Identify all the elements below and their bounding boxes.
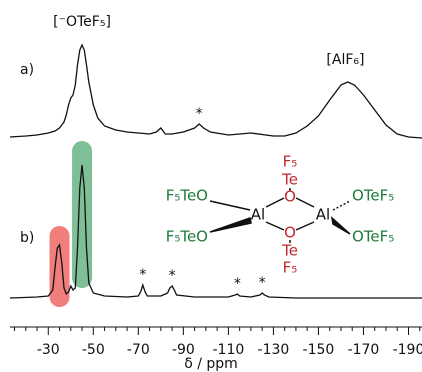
bond [209,217,252,233]
x-tick-label: -30 [37,342,60,358]
atom: Al [251,206,265,224]
peak-label: [AlF₆] [326,52,364,68]
structure [209,188,351,243]
spectrum [9,43,422,139]
asterisk: * [234,276,241,292]
bond [332,200,351,211]
atom: Te [281,242,298,260]
x-tick-label: -190 [393,342,422,358]
ligand: OTeF₅ [352,187,394,205]
asterisk: * [259,275,266,291]
ligand: F₅TeO [166,187,208,205]
panel-label: a) [20,62,34,78]
bond [295,197,315,208]
peak-label: [⁻OTeF₅] [53,14,111,30]
x-tick-label: -130 [258,342,290,358]
x-tick-label: -70 [127,342,150,358]
bond [295,221,315,231]
spectrum [9,164,422,299]
highlight [49,226,70,307]
highlight [72,141,93,288]
x-tick-label: -90 [172,342,195,358]
ligand: OTeF₅ [352,228,394,246]
atom: O [284,188,296,206]
atom: O [284,224,296,242]
bond [265,221,285,231]
x-tick-label: -170 [348,342,380,358]
x-tick-label: -110 [212,342,244,358]
atom: Al [316,206,330,224]
asterisk: * [169,268,176,284]
x-axis-label: δ / ppm [184,356,238,372]
atom: F₅ [283,153,298,171]
x-tick-label: -50 [82,342,105,358]
panel-label: b) [20,230,34,246]
bond [330,216,351,235]
bond [265,197,285,208]
asterisk: * [139,267,146,283]
ligand: F₅TeO [166,228,208,246]
asterisk: * [196,106,203,122]
atom: F₅ [283,259,298,277]
bond [209,200,251,211]
atom: Te [281,171,298,189]
x-tick-label: -150 [303,342,335,358]
